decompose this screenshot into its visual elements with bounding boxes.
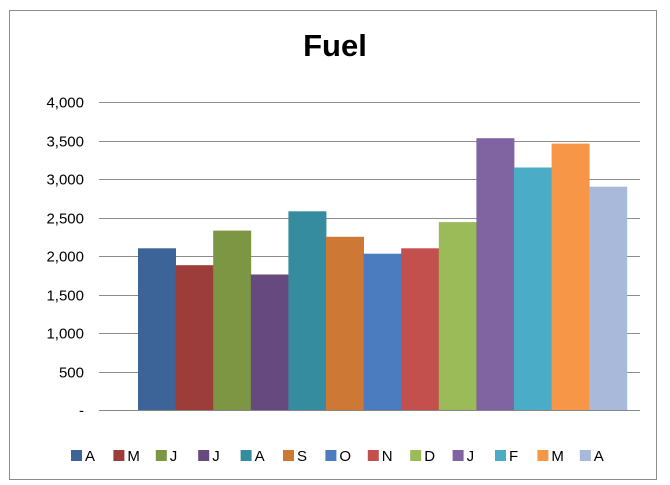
y-tick-label: 4,000 bbox=[46, 95, 84, 112]
bar-9 bbox=[438, 222, 477, 410]
bar-1 bbox=[138, 248, 176, 410]
legend-label: M bbox=[127, 448, 139, 465]
bar-10 bbox=[476, 138, 515, 410]
legend-label: J bbox=[467, 448, 475, 465]
legend-label: J bbox=[212, 448, 220, 465]
y-tick-label: 1,000 bbox=[46, 326, 84, 343]
bar-3 bbox=[213, 230, 252, 410]
legend-label: M bbox=[551, 448, 564, 465]
legend-label: F bbox=[509, 448, 518, 465]
y-tick-label: 3,500 bbox=[46, 134, 84, 151]
y-tick-label: 2,000 bbox=[46, 249, 84, 266]
legend-label: A bbox=[255, 448, 265, 465]
y-tick-label: 500 bbox=[59, 365, 84, 382]
legend-swatch bbox=[283, 450, 294, 461]
y-tick-label: 3,000 bbox=[46, 172, 84, 189]
legend-swatch bbox=[579, 450, 591, 461]
bars bbox=[138, 138, 628, 411]
legend-swatch bbox=[452, 450, 464, 461]
bar-2 bbox=[175, 265, 214, 410]
chart-title: Fuel bbox=[303, 28, 367, 63]
y-tick-label: 2,500 bbox=[46, 211, 84, 228]
legend-swatch bbox=[367, 450, 379, 461]
bar-12 bbox=[551, 143, 590, 410]
legend-swatch bbox=[537, 450, 549, 461]
legend-swatch bbox=[113, 450, 125, 461]
bar-11 bbox=[514, 167, 552, 410]
legend-label: O bbox=[339, 448, 351, 465]
legend-label: D bbox=[424, 448, 435, 465]
legend-label: A bbox=[594, 448, 604, 465]
bar-13 bbox=[589, 186, 628, 410]
bar-5 bbox=[288, 211, 327, 410]
legend-swatch bbox=[495, 450, 506, 461]
legend-label: J bbox=[170, 448, 178, 465]
legend-label: S bbox=[297, 448, 307, 465]
legend-swatch bbox=[71, 450, 82, 461]
y-tick-label: - bbox=[79, 403, 84, 420]
bar-8 bbox=[401, 248, 440, 410]
bar-7 bbox=[363, 253, 402, 410]
y-axis-labels: - 500 1,000 1,500 2,000 2,500 3,000 3,500 4,000 bbox=[46, 95, 84, 420]
legend-label: A bbox=[85, 448, 95, 465]
legend-swatch bbox=[325, 450, 337, 461]
legend-label: N bbox=[382, 448, 393, 465]
legend-swatch bbox=[198, 450, 210, 461]
y-tick-label: 1,500 bbox=[46, 288, 84, 305]
legend-swatch bbox=[410, 450, 422, 461]
bar-6 bbox=[326, 236, 364, 411]
legend-swatch bbox=[155, 450, 167, 461]
bar-4 bbox=[250, 274, 289, 410]
legend-swatch bbox=[240, 450, 252, 461]
